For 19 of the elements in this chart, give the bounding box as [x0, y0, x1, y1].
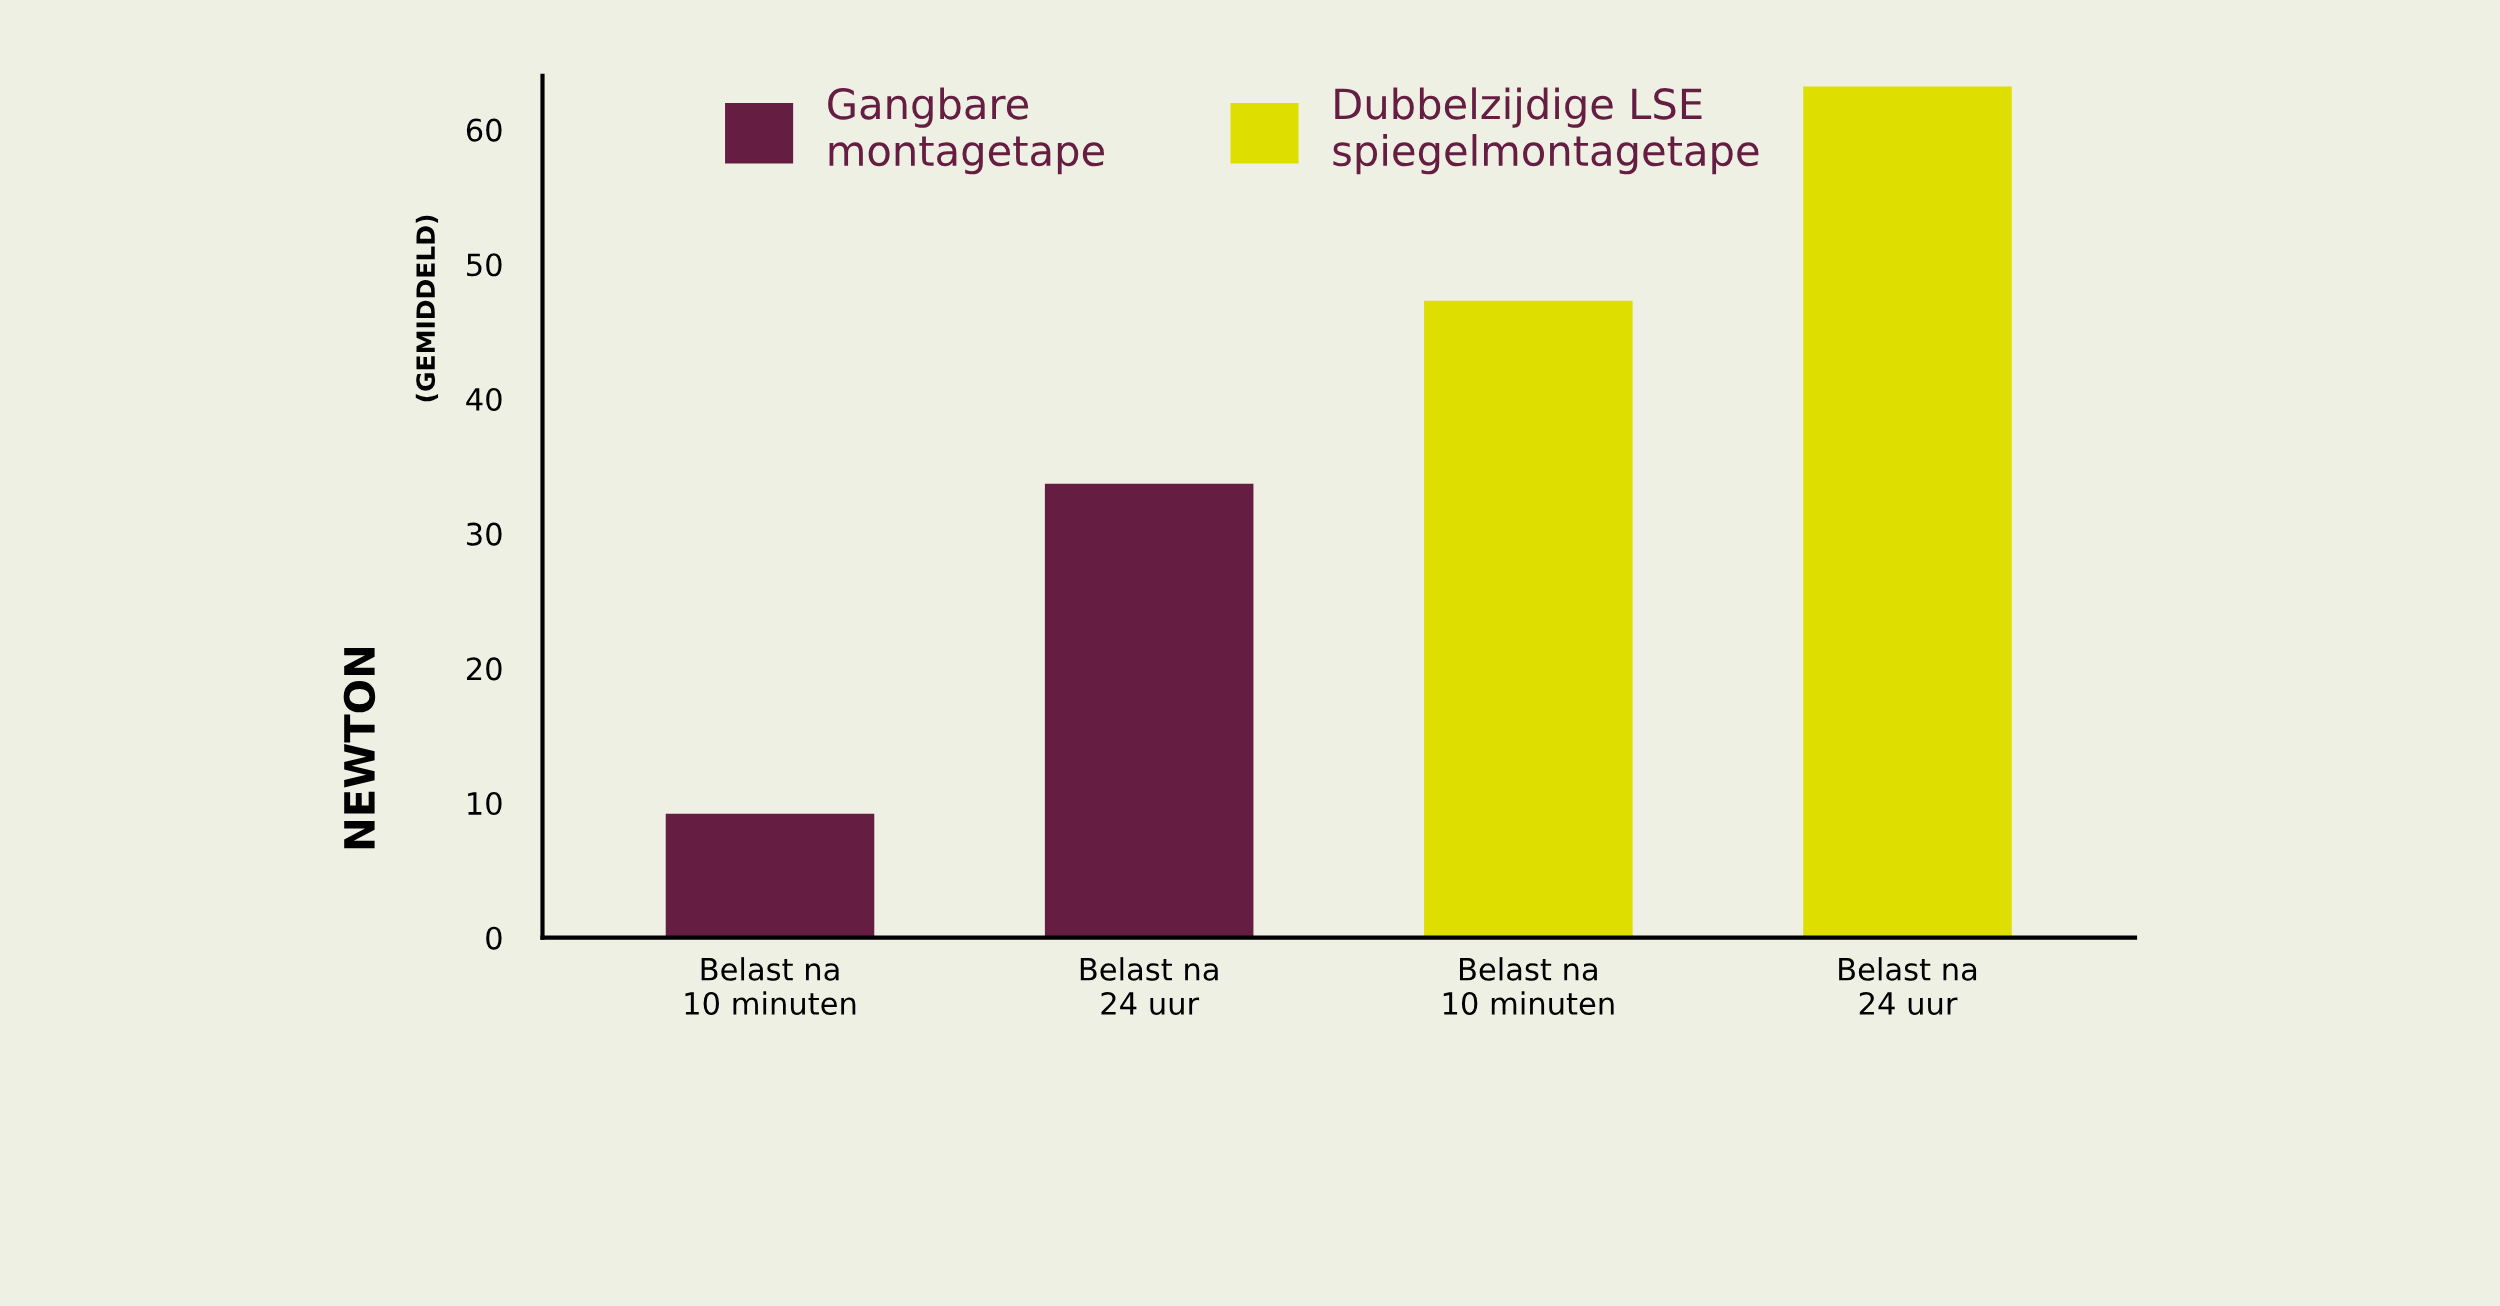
- bar: [1424, 300, 1633, 938]
- bar: [665, 813, 875, 938]
- bar: [1044, 483, 1254, 938]
- x-tick-label: Belast na 24 uur: [1839, 957, 1977, 1016]
- bar: [1803, 86, 2012, 938]
- y-tick-label: 20: [466, 657, 502, 681]
- y-tick-label: 60: [466, 118, 502, 142]
- legend-label: Gangbare montagetape: [828, 87, 1104, 175]
- y-tick-label: 30: [467, 522, 502, 546]
- x-tick-label: Belast na 10 minuten: [1443, 957, 1614, 1016]
- text: (GEMIDDELD): [415, 215, 439, 402]
- y-tick-label: 10: [468, 791, 502, 816]
- legend-label: Dubbelzijdige LSE spiegelmontagetape: [1333, 87, 1759, 175]
- y-tick-label: 0: [486, 926, 502, 950]
- y-axis-title: NEWTON: [343, 647, 376, 849]
- x-tick-label: Belast na 24 uur: [1080, 957, 1218, 1016]
- x-tick-label: Belast na 10 minuten: [685, 957, 856, 1016]
- y-tick-label: 50: [467, 253, 502, 277]
- y-tick-label: 40: [466, 387, 502, 412]
